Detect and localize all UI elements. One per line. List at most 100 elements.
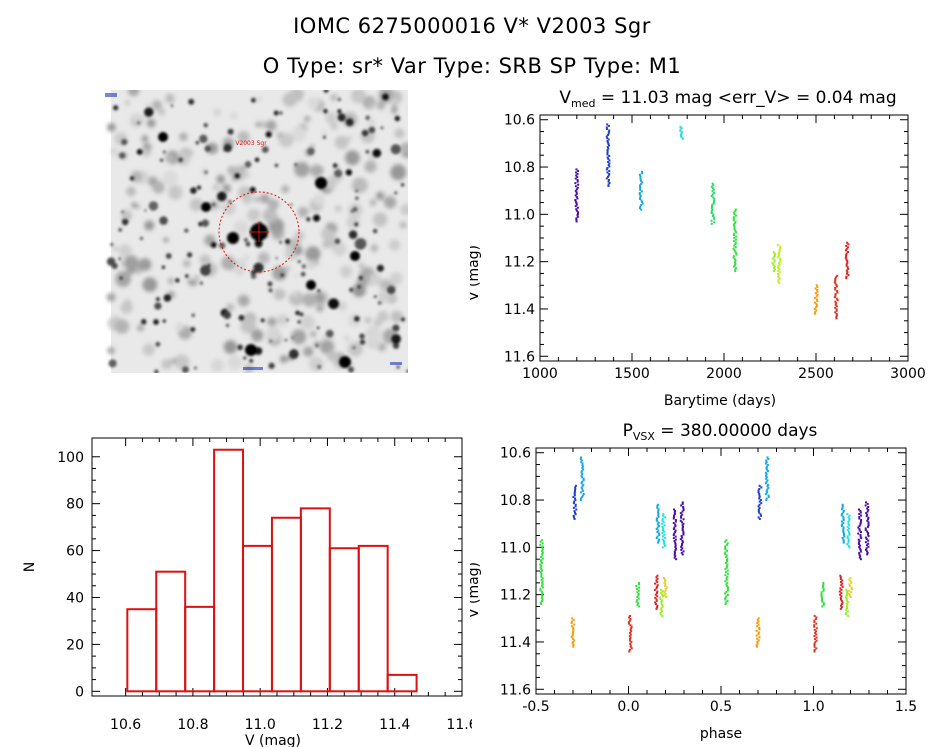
field-star bbox=[295, 310, 300, 316]
sky-haze-blob bbox=[189, 198, 204, 212]
light-curve-data-point bbox=[779, 259, 782, 262]
phase-curve-data-point bbox=[757, 633, 760, 636]
light-curve-data-point bbox=[575, 192, 578, 195]
phase-curve-data-point bbox=[656, 606, 659, 609]
field-star bbox=[394, 115, 401, 122]
sky-haze-blob bbox=[306, 259, 316, 269]
phase-curve-data-point bbox=[680, 516, 683, 519]
light-curve-data-point bbox=[710, 185, 713, 188]
phase-curve-data-point bbox=[660, 602, 663, 605]
phase-curve-data-point bbox=[847, 516, 850, 519]
light-curve-data-point bbox=[710, 219, 713, 222]
phase-curve-data-point bbox=[661, 522, 664, 525]
phase-curve-data-point bbox=[638, 583, 641, 586]
phase-curve-data-point bbox=[846, 601, 849, 604]
light-curve-data-point bbox=[735, 238, 738, 241]
sky-haze-blob bbox=[141, 135, 149, 142]
phase-curve-data-point bbox=[637, 594, 640, 597]
phase-curve-data-point bbox=[674, 538, 677, 541]
field-star bbox=[307, 147, 315, 156]
phase-curve-data-point bbox=[664, 592, 667, 595]
phase-curve-data-point bbox=[681, 524, 684, 527]
phase-curve-data-point bbox=[681, 510, 684, 513]
phase-curve-data-point bbox=[661, 604, 664, 607]
phase-curve-data-point bbox=[630, 647, 633, 650]
light-curve-data-point bbox=[575, 202, 578, 205]
phase-curve-data-point bbox=[664, 536, 667, 539]
light-curve-y-tick-label: 10.8 bbox=[504, 160, 535, 176]
phase-curve-data-point bbox=[757, 623, 760, 626]
phase-curve-data-point bbox=[841, 585, 844, 588]
sky-haze-blob bbox=[334, 135, 349, 150]
phase-curve-data-point bbox=[656, 520, 659, 523]
light-curve-data-point bbox=[606, 171, 609, 174]
phase-curve-data-point bbox=[656, 531, 659, 534]
sky-haze-blob bbox=[390, 98, 397, 104]
target-aperture-circle bbox=[218, 191, 300, 273]
phase-curve-title-rest: = 380.00000 days bbox=[655, 421, 818, 441]
sky-haze-blob bbox=[350, 90, 366, 104]
histogram-bar bbox=[270, 516, 302, 693]
sky-haze-blob bbox=[167, 277, 175, 285]
phase-curve-data-point bbox=[682, 533, 685, 536]
light-curve-data-point bbox=[607, 142, 610, 145]
phase-curve-x-tick-label: 1.0 bbox=[802, 699, 824, 715]
phase-curve-data-point bbox=[662, 521, 665, 524]
field-star bbox=[347, 366, 354, 373]
sky-haze-blob bbox=[134, 204, 140, 210]
sky-haze-blob bbox=[314, 292, 326, 304]
field-star bbox=[216, 191, 227, 202]
sky-haze-blob bbox=[364, 316, 372, 324]
field-star bbox=[188, 98, 195, 105]
sky-haze-blob bbox=[222, 201, 236, 215]
sky-haze-blob bbox=[106, 292, 116, 302]
phase-curve-data-point bbox=[681, 541, 684, 544]
phase-curve-data-point bbox=[659, 611, 662, 614]
phase-curve-data-point bbox=[758, 511, 761, 514]
light-curve-data-point bbox=[777, 269, 780, 272]
field-star bbox=[207, 263, 211, 267]
field-star bbox=[400, 317, 406, 322]
light-curve-data-point bbox=[771, 262, 774, 265]
light-curve-data-point bbox=[845, 277, 848, 280]
phase-curve-data-point bbox=[672, 534, 675, 537]
light-curve-data-point bbox=[608, 144, 611, 147]
field-star bbox=[279, 111, 283, 115]
field-star bbox=[249, 186, 256, 193]
light-curve-data-point bbox=[679, 129, 682, 132]
phase-curve-data-point bbox=[572, 495, 575, 498]
sky-haze-blob bbox=[322, 130, 328, 137]
field-star bbox=[154, 302, 162, 310]
phase-curve-data-point bbox=[681, 502, 684, 505]
phase-curve-data-point bbox=[813, 625, 816, 628]
phase-curve-data-point bbox=[681, 547, 684, 550]
field-star bbox=[190, 187, 197, 194]
phase-curve-data-point bbox=[663, 581, 666, 584]
phase-curve-data-point bbox=[674, 525, 677, 528]
phase-curve-data-point bbox=[658, 538, 661, 541]
light-curve-data-point bbox=[732, 216, 735, 219]
light-curve-data-point bbox=[608, 162, 611, 165]
light-curve-data-point bbox=[813, 296, 816, 299]
field-star bbox=[290, 203, 293, 206]
light-curve-data-point bbox=[816, 300, 819, 303]
phase-curve-data-point bbox=[820, 591, 823, 594]
phase-curve-data-point bbox=[659, 613, 662, 616]
sky-haze-blob bbox=[352, 283, 366, 298]
phase-curve-data-point bbox=[654, 603, 657, 606]
phase-curve-data-point bbox=[541, 592, 544, 595]
field-star bbox=[161, 265, 166, 269]
phase-curve-data-point bbox=[673, 526, 676, 529]
light-curve-data-point bbox=[847, 274, 850, 277]
light-curve-data-point bbox=[834, 306, 837, 309]
phase-curve-data-point bbox=[756, 625, 759, 628]
phase-curve-data-point bbox=[755, 629, 758, 632]
light-curve-data-point bbox=[712, 215, 715, 218]
phase-curve-data-point bbox=[758, 626, 761, 629]
light-curve-data-point bbox=[777, 262, 780, 265]
phase-curve-x-tick-label: 0.0 bbox=[617, 699, 639, 715]
phase-curve-data-point bbox=[726, 560, 729, 563]
phase-curve-data-point bbox=[572, 502, 575, 505]
phase-curve-data-point bbox=[679, 538, 682, 541]
sky-haze-blob bbox=[123, 299, 132, 308]
